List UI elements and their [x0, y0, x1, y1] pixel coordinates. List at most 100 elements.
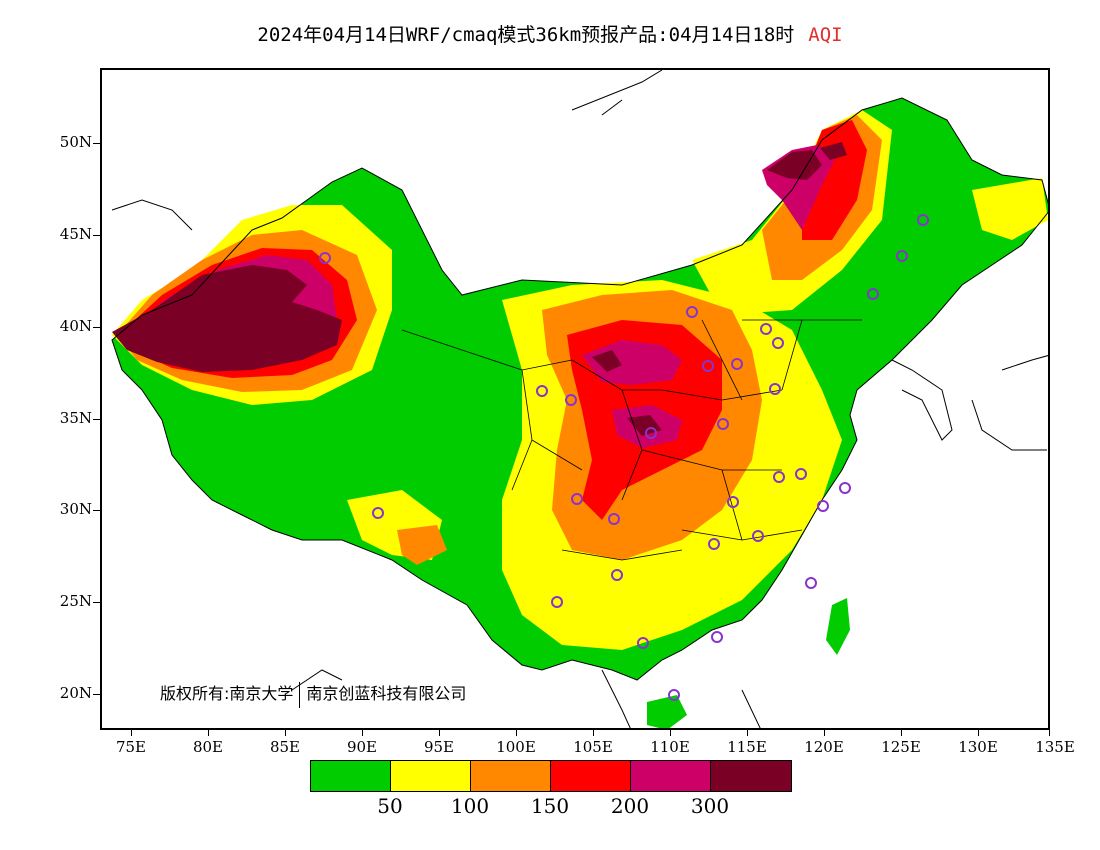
- lat-tick: [93, 327, 101, 328]
- lat-label: 20N: [59, 684, 92, 702]
- lat-label: 40N: [59, 317, 92, 335]
- lon-label: 110E: [650, 738, 690, 756]
- station-marker: [717, 418, 729, 430]
- lat-label: 25N: [59, 592, 92, 610]
- station-marker: [571, 493, 583, 505]
- lon-tick: [131, 730, 132, 736]
- lon-label: 85E: [269, 738, 301, 756]
- aqi-map: [111, 70, 1048, 728]
- lon-tick: [593, 730, 594, 736]
- legend-label: 50: [377, 794, 403, 818]
- station-marker: [637, 637, 649, 649]
- station-marker: [668, 689, 680, 701]
- region-hazardous-northeast: [767, 150, 822, 180]
- region-hazardous-central-south: [627, 415, 662, 436]
- region-usg-tibet: [397, 525, 447, 565]
- title-text: 2024年04月14日WRF/cmaq模式36km预报产品:04月14日18时: [257, 24, 795, 46]
- lon-label: 105E: [573, 738, 613, 756]
- lon-tick: [208, 730, 209, 736]
- station-marker: [702, 360, 714, 372]
- station-marker: [536, 385, 548, 397]
- station-marker: [896, 250, 908, 262]
- station-marker: [817, 500, 829, 512]
- region-hazardous-west: [112, 265, 342, 372]
- lon-label: 100E: [496, 738, 536, 756]
- lon-label: 95E: [423, 738, 455, 756]
- station-marker: [769, 383, 781, 395]
- map-title: 2024年04月14日WRF/cmaq模式36km预报产品:04月14日18时 A…: [0, 20, 1100, 47]
- lat-label: 35N: [59, 409, 92, 427]
- station-marker: [773, 471, 785, 483]
- station-markers: [319, 214, 929, 701]
- title-variable: AQI: [808, 24, 843, 46]
- aqi-legend: [310, 760, 792, 792]
- station-marker: [867, 288, 879, 300]
- coastline-korea-japan: [891, 355, 1048, 451]
- lat-tick: [93, 694, 101, 695]
- lon-tick: [439, 730, 440, 736]
- copyright-notice: 版权所有:南京大学 南京创蓝科技有限公司: [160, 680, 466, 708]
- lon-label: 80E: [192, 738, 224, 756]
- station-marker: [686, 306, 698, 318]
- station-marker: [551, 596, 563, 608]
- lon-label: 115E: [727, 738, 767, 756]
- lon-tick: [747, 730, 748, 736]
- lat-label: 30N: [59, 500, 92, 518]
- legend-label: 100: [450, 794, 490, 818]
- lon-label: 130E: [958, 738, 998, 756]
- station-marker: [611, 569, 623, 581]
- map-panel: [100, 68, 1050, 730]
- lon-label: 120E: [804, 738, 844, 756]
- region-hazardous-central-north: [592, 350, 622, 372]
- copyright-separator: [299, 681, 301, 708]
- lat-tick: [93, 235, 101, 236]
- lon-tick: [1049, 730, 1050, 736]
- region-very-unhealthy-central-north: [582, 340, 682, 385]
- copyright-owner: 版权所有:南京大学: [160, 684, 294, 703]
- coastline-north: [111, 70, 663, 231]
- province-boundaries: [401, 319, 862, 561]
- copyright-company: 南京创蓝科技有限公司: [306, 684, 467, 703]
- legend-swatch: [391, 761, 471, 791]
- lon-tick: [285, 730, 286, 736]
- lon-tick: [362, 730, 363, 736]
- legend-swatch: [471, 761, 551, 791]
- aqi-regions: [112, 98, 1048, 728]
- lat-label: 50N: [59, 133, 92, 151]
- legend-label: 150: [530, 794, 570, 818]
- lon-label: 75E: [115, 738, 147, 756]
- station-marker: [372, 507, 384, 519]
- station-marker: [795, 468, 807, 480]
- lon-tick: [901, 730, 902, 736]
- station-marker: [839, 482, 851, 494]
- region-taiwan: [826, 598, 850, 655]
- boundaries: [111, 70, 1048, 728]
- lon-label: 135E: [1035, 738, 1075, 756]
- lat-tick: [93, 602, 101, 603]
- legend-swatch: [551, 761, 631, 791]
- station-marker: [805, 577, 817, 589]
- region-moderate-east: [972, 178, 1048, 240]
- station-marker: [608, 513, 620, 525]
- lat-tick: [93, 419, 101, 420]
- lon-tick: [824, 730, 825, 736]
- lon-tick: [670, 730, 671, 736]
- lat-tick: [93, 143, 101, 144]
- legend-swatch: [311, 761, 391, 791]
- station-marker: [727, 496, 739, 508]
- legend-label: 200: [610, 794, 650, 818]
- station-marker: [711, 631, 723, 643]
- lon-label: 90E: [346, 738, 378, 756]
- legend-label: 300: [690, 794, 730, 818]
- lon-label: 125E: [881, 738, 921, 756]
- station-marker: [760, 323, 772, 335]
- lon-tick: [978, 730, 979, 736]
- legend-swatch: [711, 761, 791, 791]
- station-marker: [917, 214, 929, 226]
- station-marker: [645, 427, 657, 439]
- station-marker: [731, 358, 743, 370]
- legend-swatch: [631, 761, 711, 791]
- region-hazardous-north-peak: [820, 142, 847, 160]
- lat-tick: [93, 510, 101, 511]
- station-marker: [752, 530, 764, 542]
